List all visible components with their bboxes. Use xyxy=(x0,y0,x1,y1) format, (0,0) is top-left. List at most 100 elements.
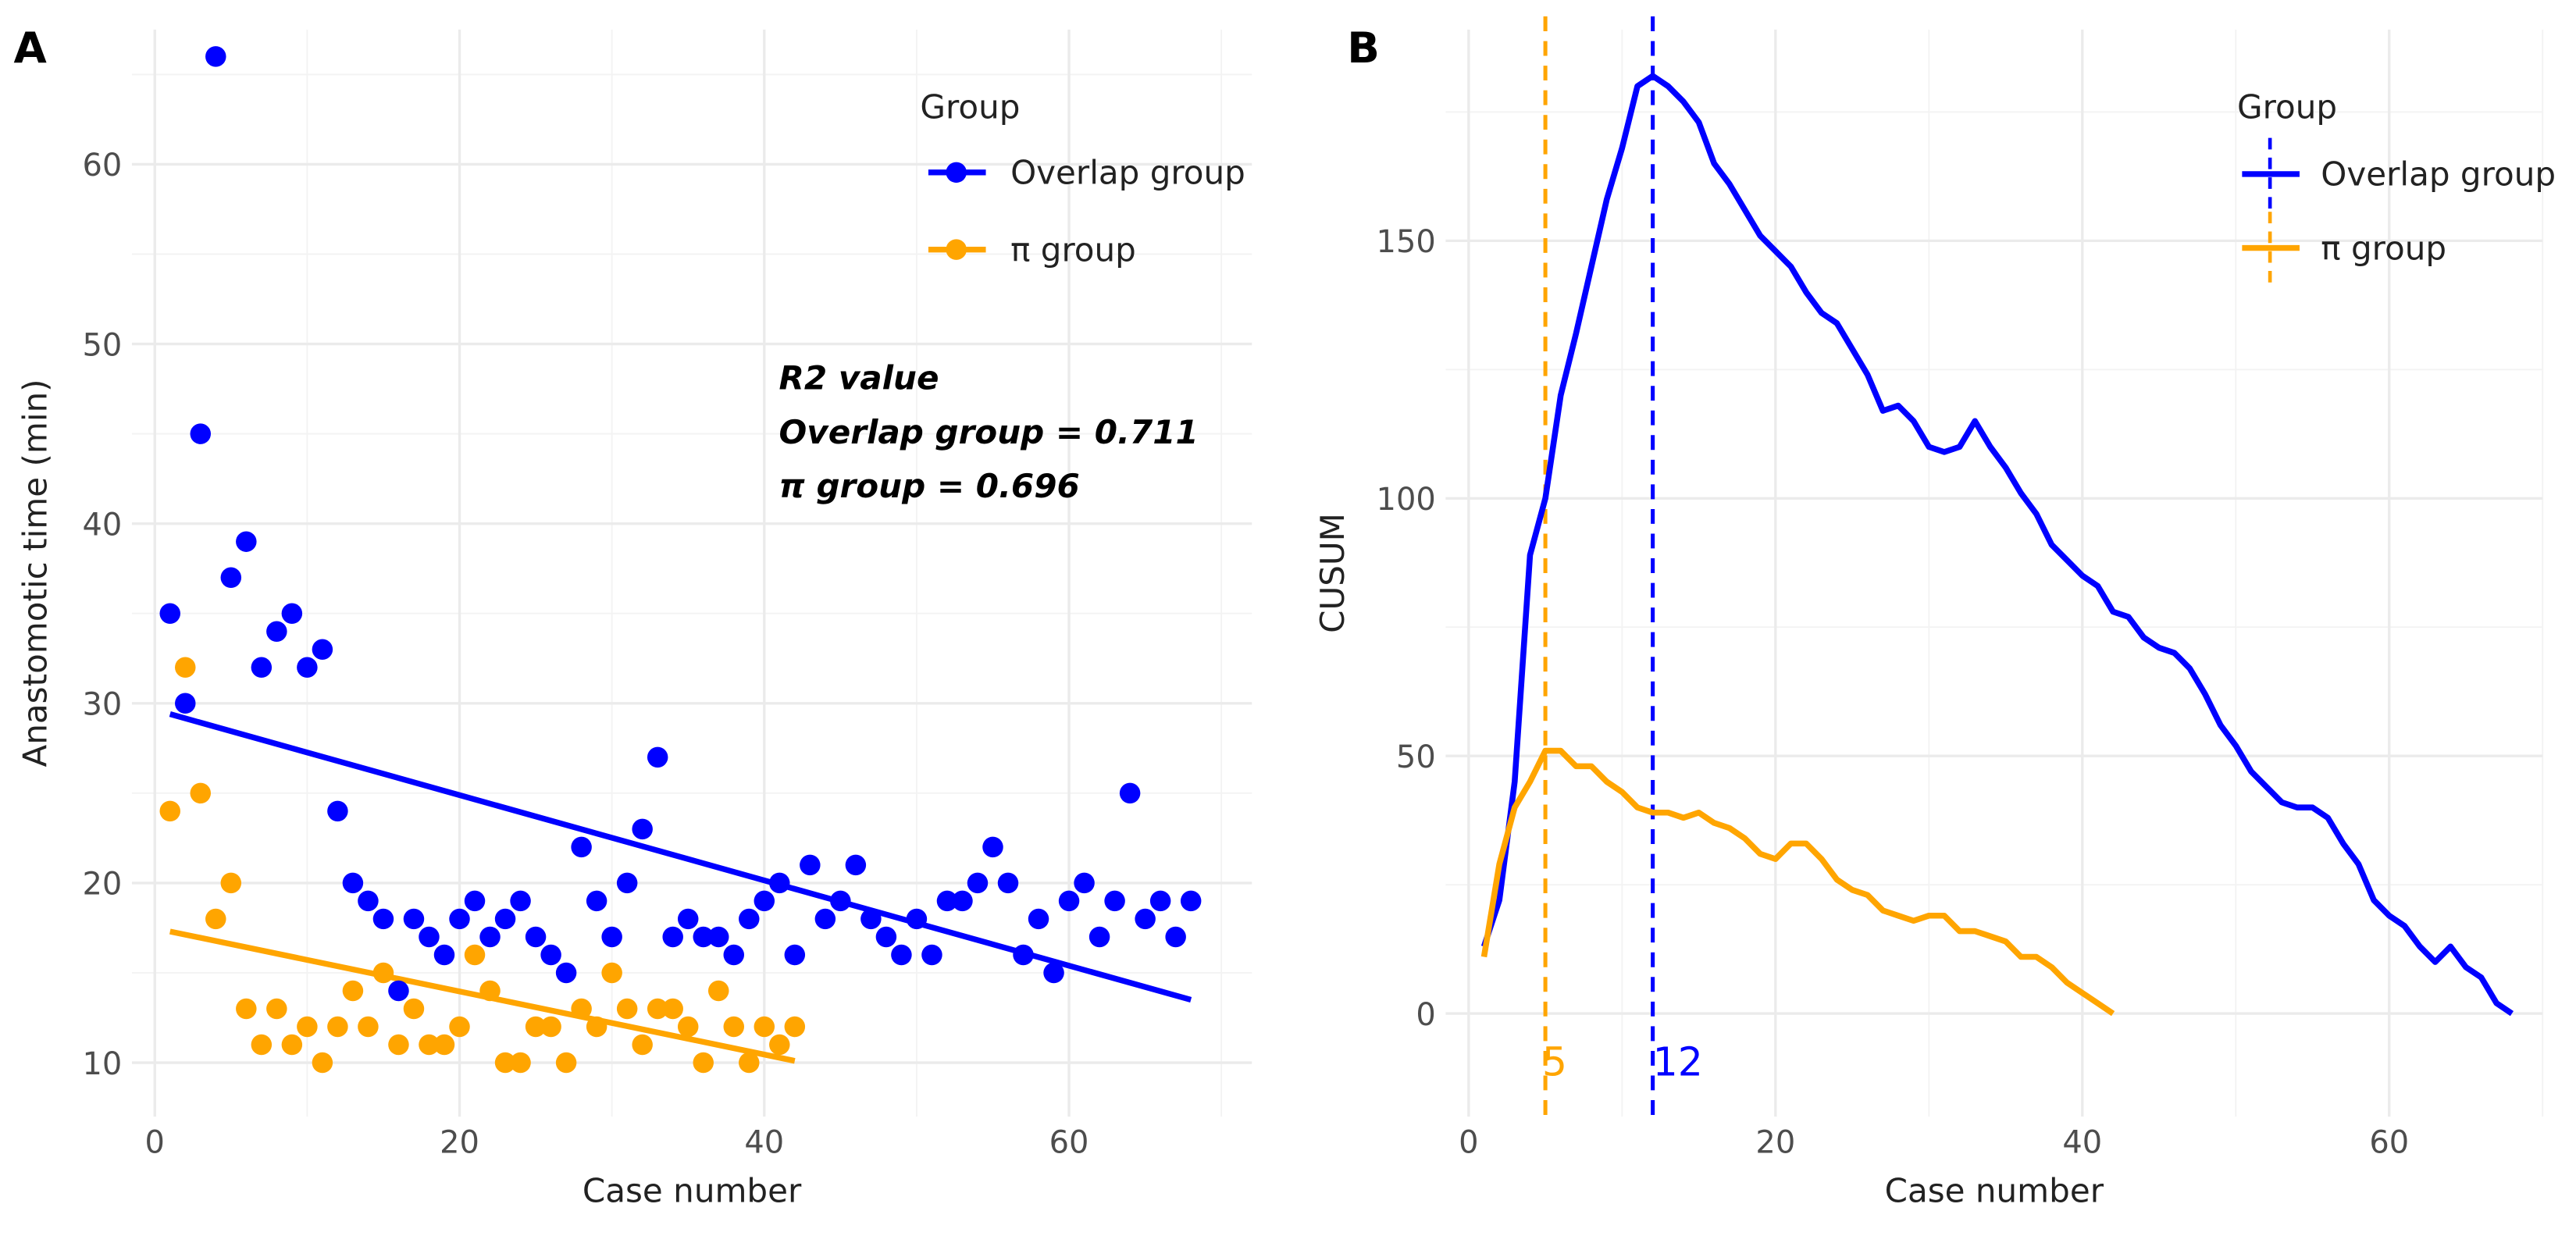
data-point-overlap xyxy=(936,890,958,912)
data-point-overlap xyxy=(1165,926,1186,948)
data-point-overlap xyxy=(1028,908,1049,930)
data-point-pi xyxy=(464,944,486,966)
legend-title: Group xyxy=(2237,87,2337,126)
data-point-pi xyxy=(220,872,242,894)
data-point-overlap xyxy=(1074,872,1095,894)
data-point-overlap xyxy=(190,423,212,444)
y-tick-label: 50 xyxy=(1396,739,1436,775)
data-point-pi xyxy=(372,962,394,984)
x-tick-label: 0 xyxy=(145,1124,165,1160)
data-point-pi xyxy=(433,1034,455,1056)
data-point-overlap xyxy=(845,854,867,876)
data-point-overlap xyxy=(1119,782,1141,804)
y-axis-title: CUSUM xyxy=(1313,513,1352,633)
data-point-overlap xyxy=(205,46,226,67)
y-tick-label: 10 xyxy=(83,1046,123,1082)
data-point-pi xyxy=(723,1016,745,1038)
data-point-pi xyxy=(662,998,683,1020)
data-point-overlap xyxy=(358,890,379,912)
data-point-overlap xyxy=(814,908,836,930)
data-point-overlap xyxy=(1104,890,1125,912)
data-point-overlap xyxy=(372,908,394,930)
data-point-overlap xyxy=(921,944,942,966)
data-point-pi xyxy=(632,1034,653,1056)
y-tick-label: 100 xyxy=(1377,482,1436,518)
data-point-overlap xyxy=(494,908,516,930)
data-point-overlap xyxy=(1043,962,1064,984)
panel-label-b: B xyxy=(1347,23,1380,73)
data-point-overlap xyxy=(312,639,333,661)
data-point-overlap xyxy=(875,926,897,948)
data-point-pi xyxy=(510,1052,531,1074)
data-point-overlap xyxy=(601,926,622,948)
data-point-overlap xyxy=(540,944,561,966)
legend-key-point xyxy=(946,162,967,183)
data-point-overlap xyxy=(997,872,1019,894)
data-point-pi xyxy=(449,1016,470,1038)
r2-annotation-line: Overlap group = 0.711 xyxy=(779,413,1199,451)
data-point-overlap xyxy=(1149,890,1171,912)
data-point-overlap xyxy=(297,657,318,678)
data-point-pi xyxy=(677,1016,699,1038)
data-point-pi xyxy=(479,980,501,1002)
cusum-line-pi xyxy=(1480,747,2115,1017)
data-point-pi xyxy=(616,998,638,1020)
data-point-overlap xyxy=(800,854,821,876)
data-point-pi xyxy=(388,1034,409,1056)
data-point-pi xyxy=(236,998,257,1020)
data-point-overlap xyxy=(616,872,638,894)
data-point-overlap xyxy=(525,926,547,948)
x-tick-label: 20 xyxy=(1755,1124,1795,1160)
legend-label: Overlap group xyxy=(2321,155,2556,194)
cusum-line-overlap xyxy=(1480,73,2514,1017)
panel-b-cusum: 0 20 40 60 0 50 100 150 Case number CUSUM 5 12 Group… xyxy=(1313,16,2556,1209)
data-point-overlap xyxy=(1058,890,1080,912)
y-tick-label: 60 xyxy=(83,148,123,183)
data-point-pi xyxy=(327,1016,348,1038)
data-point-pi xyxy=(739,1052,760,1074)
data-point-pi xyxy=(647,998,668,1020)
panel-label-a: A xyxy=(14,23,48,73)
data-point-overlap xyxy=(891,944,912,966)
data-point-overlap xyxy=(830,890,851,912)
data-point-overlap xyxy=(220,567,242,588)
data-point-overlap xyxy=(860,908,882,930)
data-point-pi xyxy=(769,1034,790,1056)
data-point-overlap xyxy=(342,872,364,894)
data-point-overlap xyxy=(159,603,180,624)
data-point-pi xyxy=(419,1034,440,1056)
y-tick-label: 50 xyxy=(83,327,123,363)
data-point-pi xyxy=(540,1016,561,1038)
data-point-pi xyxy=(190,782,212,804)
r2-annotation-line: π group = 0.696 xyxy=(779,467,1080,505)
data-point-pi xyxy=(297,1016,318,1038)
data-point-overlap xyxy=(647,746,668,768)
x-axis-title: Case number xyxy=(583,1171,802,1209)
data-point-overlap xyxy=(449,908,470,930)
data-point-overlap xyxy=(632,818,653,840)
x-tick-label: 60 xyxy=(2369,1124,2409,1160)
data-point-pi xyxy=(571,998,592,1020)
x-tick-label: 40 xyxy=(744,1124,784,1160)
data-point-pi xyxy=(205,908,226,930)
legend-label: π group xyxy=(1010,230,1136,269)
y-tick-label: 40 xyxy=(83,507,123,543)
y-tick-label: 0 xyxy=(1416,997,1435,1033)
data-point-overlap xyxy=(479,926,501,948)
data-point-pi xyxy=(754,1016,775,1038)
data-point-overlap xyxy=(723,944,745,966)
data-point-overlap xyxy=(677,908,699,930)
data-point-overlap xyxy=(693,926,714,948)
data-point-overlap xyxy=(586,890,607,912)
data-point-overlap xyxy=(662,926,683,948)
y-tick-label: 30 xyxy=(83,687,123,723)
data-point-overlap xyxy=(327,800,348,822)
data-point-overlap xyxy=(784,944,806,966)
data-point-pi xyxy=(693,1052,714,1074)
y-tick-label: 150 xyxy=(1377,224,1436,260)
data-point-overlap xyxy=(707,926,729,948)
data-point-overlap xyxy=(1013,944,1034,966)
data-point-overlap xyxy=(464,890,486,912)
data-point-pi xyxy=(555,1052,577,1074)
legend-label: π group xyxy=(2321,229,2446,267)
